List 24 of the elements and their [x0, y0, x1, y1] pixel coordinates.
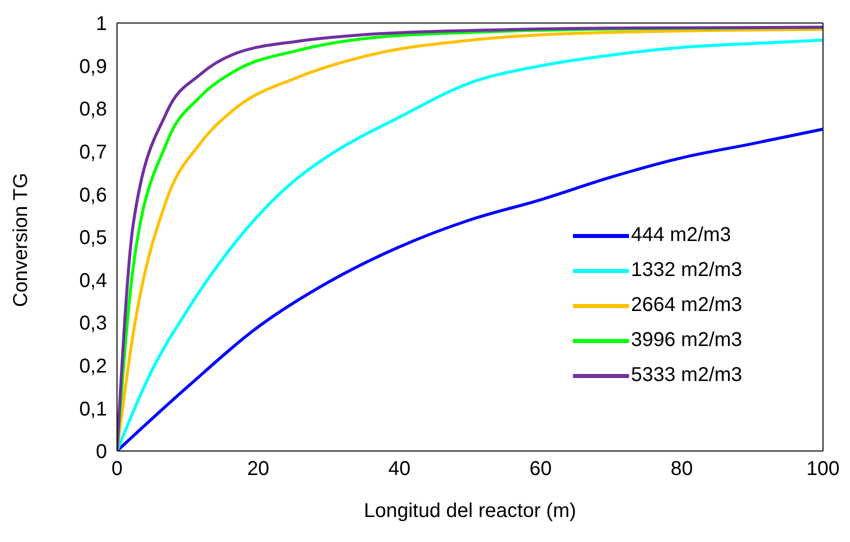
- y-tick-label: 0,7: [79, 142, 107, 164]
- y-tick-label: 0,3: [79, 312, 107, 335]
- y-tick-label: 0,9: [79, 56, 107, 78]
- x-tick-label: 60: [529, 458, 552, 480]
- y-tick-label: 0,4: [79, 270, 107, 292]
- y-tick-label: 0,1: [79, 398, 107, 420]
- y-tick-label: 0: [96, 441, 107, 464]
- legend-label: 1332 m2/m3: [631, 259, 742, 282]
- legend-label: 3996 m2/m3: [631, 329, 742, 352]
- y-tick-label: 0,8: [79, 98, 107, 121]
- x-tick-label: 100: [806, 458, 840, 480]
- legend-label: 444 m2/m3: [631, 224, 732, 247]
- x-tick-label: 80: [670, 458, 693, 480]
- y-tick-label: 0,5: [79, 227, 107, 250]
- legend-label: 5333 m2/m3: [631, 364, 742, 387]
- x-tick-label: 40: [388, 458, 411, 480]
- y-tick-label: 0,2: [79, 356, 107, 378]
- legend-label: 2664 m2/m3: [631, 294, 742, 317]
- x-tick-label: 0: [111, 458, 123, 480]
- y-axis-title: Conversion TG: [10, 172, 32, 307]
- x-tick-label: 20: [247, 458, 270, 480]
- x-axis-title: Longitud del reactor (m): [364, 500, 576, 522]
- y-tick-label: 0,6: [79, 184, 107, 206]
- y-tick-label: 1: [96, 13, 107, 36]
